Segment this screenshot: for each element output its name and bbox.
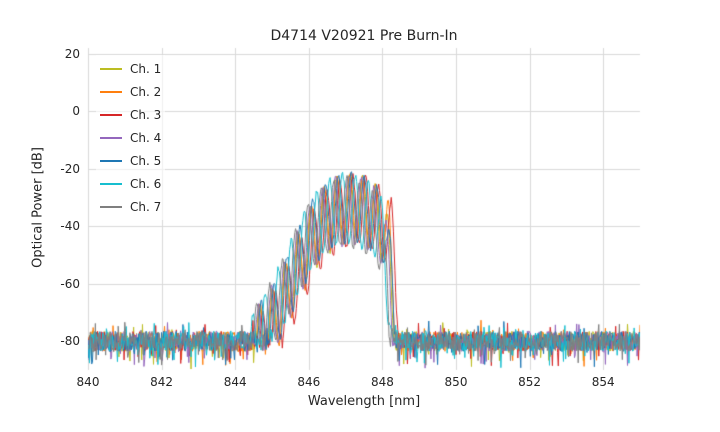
legend-swatch	[100, 113, 122, 116]
x-tick-label: 854	[591, 375, 615, 389]
legend-swatch	[100, 90, 122, 93]
legend-swatch	[100, 136, 122, 139]
y-tick-label: 20	[64, 46, 80, 61]
legend-swatch	[100, 159, 122, 162]
legend-label: Ch. 4	[130, 130, 162, 145]
x-tick-label: 848	[370, 375, 394, 389]
legend-label: Ch. 2	[130, 84, 162, 99]
legend-item: Ch. 5	[100, 149, 161, 172]
legend: Ch. 1 Ch. 2 Ch. 3 Ch. 4 Ch. 5 Ch. 6 Ch. 7	[96, 55, 166, 220]
legend-swatch	[100, 67, 122, 70]
x-tick-label: 844	[223, 375, 247, 389]
x-axis-label: Wavelength [nm]	[307, 394, 421, 409]
x-tick-label: 850	[444, 375, 468, 389]
legend-label: Ch. 3	[130, 107, 162, 122]
legend-label: Ch. 7	[130, 199, 162, 214]
y-tick-label: -20	[60, 161, 80, 176]
legend-label: Ch. 1	[130, 61, 162, 76]
x-tick-label: 840	[76, 375, 100, 389]
legend-item: Ch. 7	[100, 195, 161, 218]
y-tick-label: -60	[60, 276, 80, 291]
x-tick-label: 846	[297, 375, 321, 389]
legend-swatch	[100, 182, 122, 185]
y-tick-label: 0	[72, 104, 80, 119]
legend-label: Ch. 6	[130, 176, 162, 191]
legend-swatch	[100, 205, 122, 208]
y-tick-label: -80	[60, 334, 80, 349]
legend-item: Ch. 1	[100, 57, 161, 80]
legend-item: Ch. 4	[100, 126, 161, 149]
legend-item: Ch. 6	[100, 172, 161, 195]
y-axis-label: Optical Power [dB]	[30, 147, 46, 268]
x-tick-label: 842	[150, 375, 174, 389]
legend-label: Ch. 5	[130, 153, 162, 168]
x-tick-label: 852	[518, 375, 542, 389]
y-tick-label: -40	[60, 219, 80, 234]
chart-title: D4714 V20921 Pre Burn-In	[270, 28, 458, 44]
legend-item: Ch. 2	[100, 80, 161, 103]
legend-item: Ch. 3	[100, 103, 161, 126]
